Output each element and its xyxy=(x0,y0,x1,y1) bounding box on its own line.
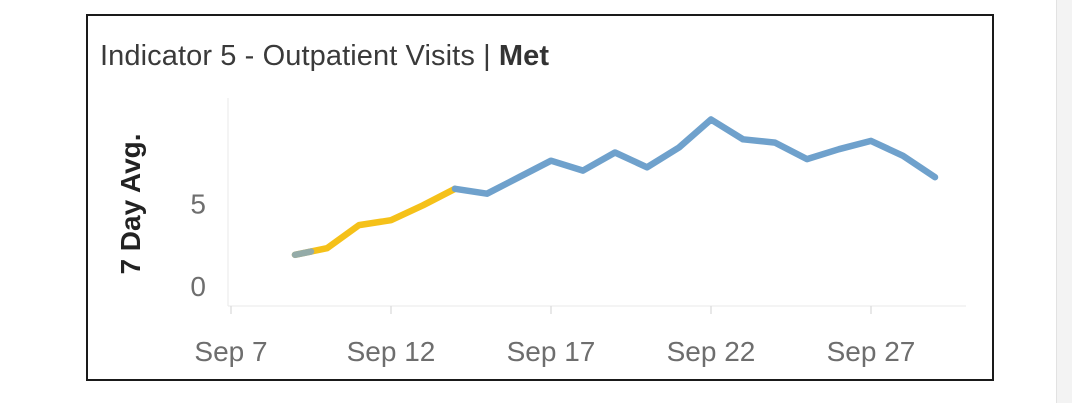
series-blend-start xyxy=(291,248,315,259)
scrollbar-track[interactable] xyxy=(1056,0,1072,403)
chart-card: Indicator 5 - Outpatient Visits | Met 0 5… xyxy=(86,14,994,381)
chart-title: Indicator 5 - Outpatient Visits | Met xyxy=(100,40,549,73)
x-tick-label: Sep 7 xyxy=(194,336,267,367)
y-axis-label: 7 Day Avg. xyxy=(115,133,146,274)
x-tick-label: Sep 27 xyxy=(827,336,916,367)
status-label: Met xyxy=(498,40,550,72)
series-line-1 xyxy=(451,116,939,197)
y-tick-label: 0 xyxy=(190,271,206,302)
chart-title-main: Indicator 5 - Outpatient Visits | xyxy=(100,40,499,72)
series-line-0 xyxy=(291,185,459,259)
line-chart: 0 5 7 Day Avg. Sep 7 Sep 12 Sep 17 Sep 22 Sep 2… xyxy=(115,98,966,367)
x-tick-label: Sep 17 xyxy=(507,336,596,367)
x-tick-label: Sep 22 xyxy=(667,336,756,367)
y-tick-label: 5 xyxy=(190,189,206,220)
x-tick-label: Sep 12 xyxy=(347,336,436,367)
